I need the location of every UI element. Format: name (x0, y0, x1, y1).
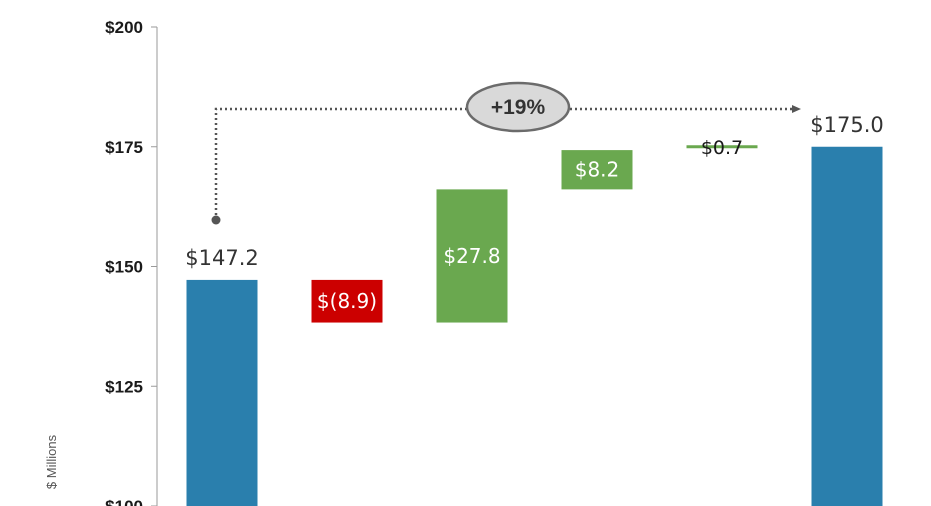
bar-label-3: $8.2 (575, 158, 620, 182)
bar-2 (436, 189, 508, 323)
bar-label-4: $0.7 (701, 137, 743, 159)
bar-label-0: $147.2 (185, 246, 258, 270)
bar-label-1: $(8.9) (317, 289, 377, 313)
y-tick-label: $125 (105, 377, 143, 396)
y-tick-label: $150 (105, 258, 143, 277)
y-tick-label: $100 (105, 497, 143, 506)
growth-ellipse (465, 81, 571, 133)
y-axis-label: $ Millions (44, 434, 59, 489)
y-axis: $100 $125 $150 $175 $200 (105, 18, 158, 506)
growth-label: +19% (491, 96, 546, 119)
y-tick-label: $200 (105, 18, 143, 37)
y-tick-label: $175 (105, 138, 143, 157)
bar-0 (186, 279, 258, 506)
growth-annotation: +19% (211, 81, 801, 225)
bar-label-2: $27.8 (443, 244, 500, 268)
bars-group: $147.2 $(8.9) $27.8 $8.2 $0.7 $175.0 (185, 113, 884, 506)
bar-label-5: $175.0 (810, 113, 883, 137)
bar-3 (561, 150, 633, 190)
bar-5 (811, 146, 883, 506)
annotation-connector (214, 105, 801, 220)
bar-1 (311, 279, 383, 323)
